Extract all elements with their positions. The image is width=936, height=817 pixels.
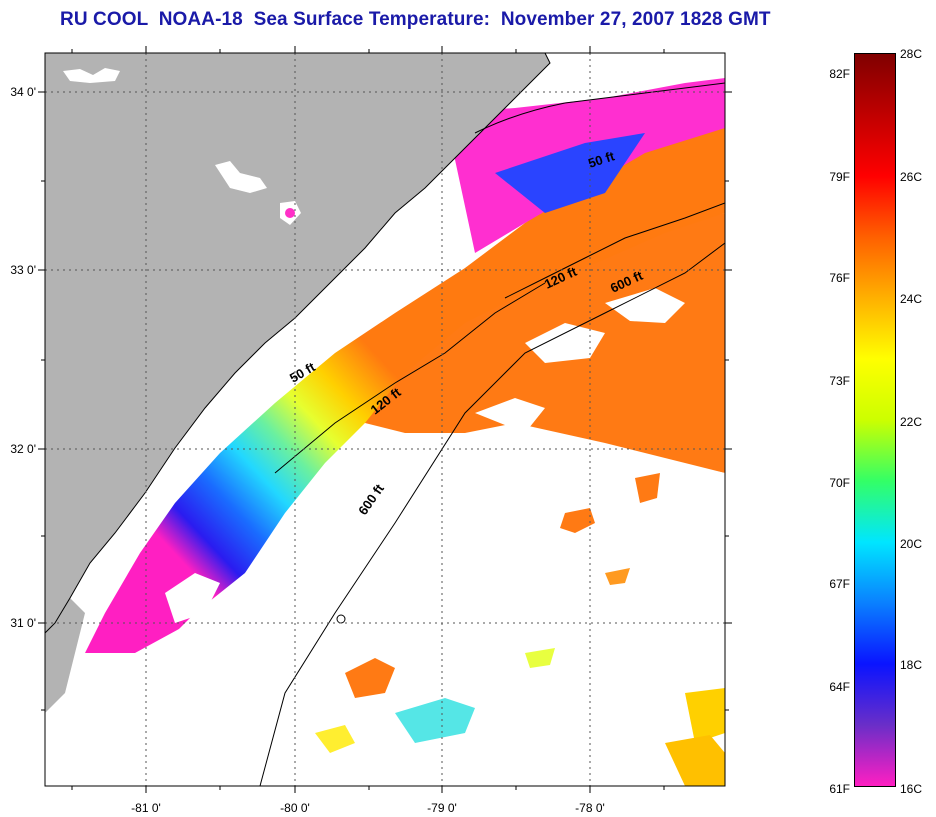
lon-label-78: -78 0' bbox=[575, 801, 605, 815]
lat-label-34: 34 0' bbox=[10, 85, 36, 99]
sst-band bbox=[85, 78, 725, 653]
scattered-sst-patches bbox=[315, 473, 725, 786]
land-clouds bbox=[63, 68, 301, 225]
colorbar-label-26c: 26C bbox=[900, 170, 923, 184]
colorbar-label-24c: 24C bbox=[900, 292, 923, 306]
graticule bbox=[45, 53, 725, 786]
colorbar-label-79f: 79F bbox=[829, 170, 850, 184]
sst-map: 50 ft 50 ft 120 ft 120 ft 600 ft 600 ft bbox=[45, 53, 725, 786]
lat-label-31: 31 0' bbox=[10, 616, 36, 630]
lon-label-80: -80 0' bbox=[280, 801, 310, 815]
colorbar-label-61f: 61F bbox=[829, 782, 850, 796]
map-title: RU COOL NOAA-18 Sea Surface Temperature:… bbox=[60, 9, 771, 30]
lat-label-32: 32 0' bbox=[10, 442, 36, 456]
lon-label-79: -79 0' bbox=[427, 801, 457, 815]
open-ocean-clouds bbox=[45, 448, 725, 786]
colorbar-label-18c: 18C bbox=[900, 658, 923, 672]
colorbar-label-67f: 67F bbox=[829, 577, 850, 591]
colorbar-label-28c: 28C bbox=[900, 47, 923, 61]
colorbar-label-64f: 64F bbox=[829, 680, 850, 694]
lat-label-33: 33 0' bbox=[10, 263, 36, 277]
bathymetry-contours bbox=[259, 82, 725, 786]
coastline bbox=[45, 53, 551, 634]
temperature-colorbar bbox=[854, 53, 896, 787]
colorbar-label-82f: 82F bbox=[829, 67, 850, 81]
colorbar-label-70f: 70F bbox=[829, 476, 850, 490]
colorbar-label-73f: 73F bbox=[829, 374, 850, 388]
colorbar-label-76f: 76F bbox=[829, 271, 850, 285]
colorbar-label-16c: 16C bbox=[900, 782, 923, 796]
colorbar-label-20c: 20C bbox=[900, 537, 923, 551]
colorbar-label-22c: 22C bbox=[900, 415, 923, 429]
land-hotspot bbox=[285, 208, 295, 218]
lon-label-81: -81 0' bbox=[131, 801, 161, 815]
